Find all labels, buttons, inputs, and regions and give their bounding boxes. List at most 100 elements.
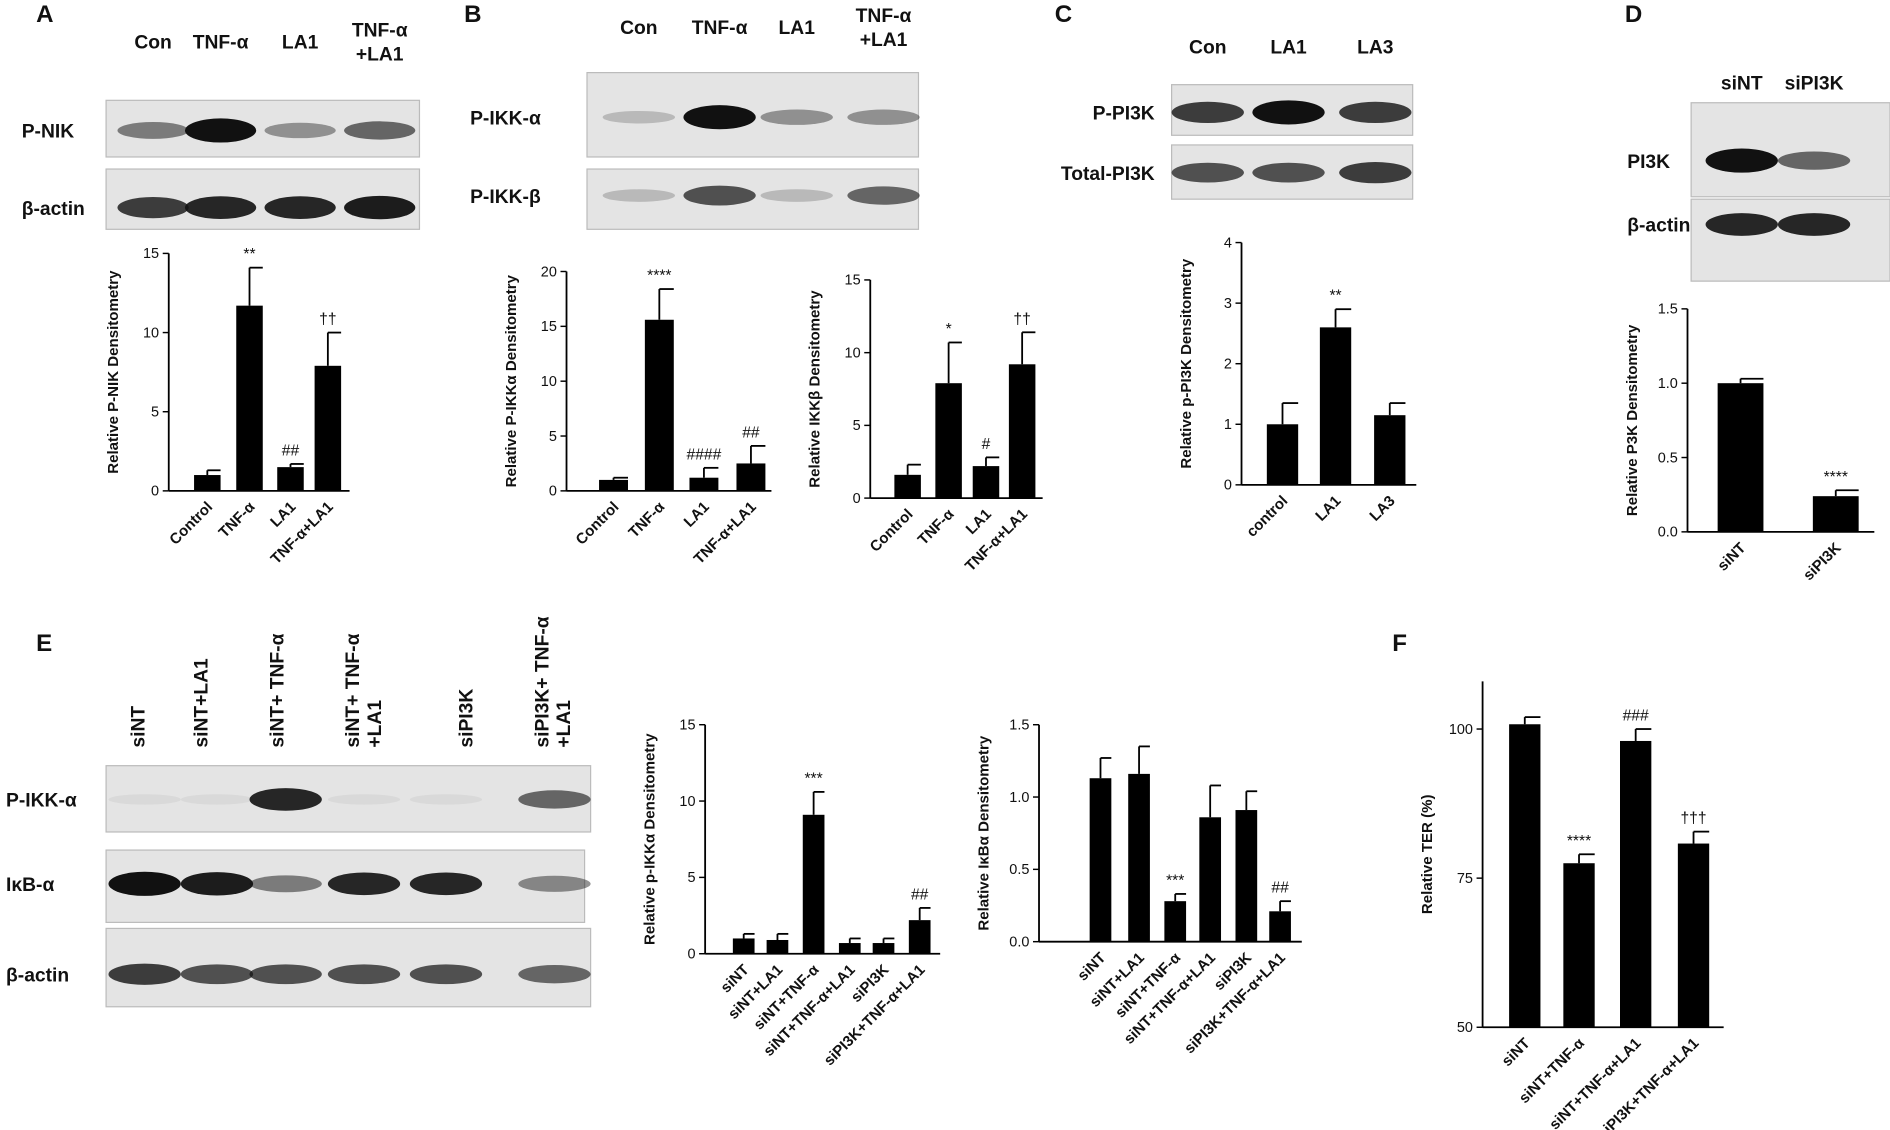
y-tick-label: 0.0 xyxy=(1658,525,1678,541)
significance-label: *** xyxy=(804,770,822,787)
blot-band xyxy=(1777,213,1851,236)
significance-label: ### xyxy=(1623,708,1649,725)
blot-band xyxy=(760,109,833,125)
y-tick-label: 1.5 xyxy=(1658,302,1678,318)
significance-label: ## xyxy=(742,424,760,441)
blot-band xyxy=(327,872,401,896)
blot-band xyxy=(180,872,254,896)
blot-band xyxy=(184,196,257,219)
row-label: IκB-α xyxy=(6,875,54,896)
y-axis-label: Relative TER (%) xyxy=(1419,794,1436,914)
panel-letter: C xyxy=(1055,1,1072,28)
y-tick-label: 0.0 xyxy=(1009,934,1029,950)
y-tick-label: 1.5 xyxy=(1009,718,1029,734)
y-tick-label: 1.0 xyxy=(1009,790,1029,806)
x-tick-label: TNF-α xyxy=(625,498,668,541)
bar xyxy=(194,475,221,491)
panel-letter: F xyxy=(1392,630,1407,657)
y-tick-label: 5 xyxy=(853,418,861,434)
significance-label: # xyxy=(982,436,991,453)
y-axis-label: Relative P3K Densitometry xyxy=(1624,324,1641,516)
x-tick-label: LA1 xyxy=(267,499,299,531)
y-tick-label: 0 xyxy=(151,484,159,500)
bar xyxy=(838,943,861,954)
row-label: β-actin xyxy=(22,199,85,220)
blot-band xyxy=(409,872,483,896)
bar xyxy=(935,383,962,499)
lane-label: +LA1 xyxy=(365,700,386,748)
lane-label: siPI3K xyxy=(1785,73,1844,94)
blot-band xyxy=(518,965,591,984)
blot-band xyxy=(117,197,189,219)
y-tick-label: 0.5 xyxy=(1009,862,1029,878)
y-tick-label: 50 xyxy=(1457,1020,1473,1036)
blot-band xyxy=(1171,162,1244,183)
bar xyxy=(1128,773,1150,942)
x-tick-label: Control xyxy=(867,506,917,556)
row-label: Total-PI3K xyxy=(1061,164,1155,185)
y-tick-label: 5 xyxy=(549,429,557,445)
panel-letter: B xyxy=(464,1,481,28)
lane-label: +LA1 xyxy=(554,700,575,748)
blot-band xyxy=(1252,100,1325,125)
panel-letter: D xyxy=(1625,1,1642,28)
blot-background xyxy=(105,765,592,833)
blot-band xyxy=(409,794,483,805)
x-tick-label: siPI3K+TNF-α+LA1 xyxy=(1595,1035,1703,1130)
significance-label: ## xyxy=(282,443,300,460)
lane-label: LA1 xyxy=(1270,37,1307,58)
lane-label: siNT+ TNF-α xyxy=(343,633,364,747)
y-tick-label: 15 xyxy=(143,246,159,262)
y-tick-label: 15 xyxy=(541,319,557,335)
lane-label: siNT+ TNF-α xyxy=(267,633,288,747)
bar xyxy=(894,474,921,499)
y-tick-label: 100 xyxy=(1449,722,1473,738)
bar xyxy=(1266,424,1299,485)
lane-label: LA1 xyxy=(779,18,816,39)
x-tick-label: LA3 xyxy=(1367,493,1399,525)
significance-label: **** xyxy=(647,268,671,285)
blot-background xyxy=(1690,198,1890,282)
y-tick-label: 1.0 xyxy=(1658,376,1678,392)
y-tick-label: 0.5 xyxy=(1658,450,1678,466)
bar xyxy=(736,463,766,491)
lane-label: +LA1 xyxy=(860,30,908,51)
significance-label: **** xyxy=(1824,469,1848,486)
x-tick-label: TNF-α xyxy=(915,505,958,548)
y-tick-label: 0 xyxy=(1224,478,1232,494)
blot-band xyxy=(327,794,401,805)
bar xyxy=(689,477,719,491)
y-tick-label: 10 xyxy=(143,325,159,341)
y-tick-label: 0 xyxy=(853,491,861,507)
blot-band xyxy=(1705,213,1778,236)
y-tick-label: 0 xyxy=(687,947,695,963)
lane-label: siNT xyxy=(129,706,150,748)
y-tick-label: 3 xyxy=(1224,296,1232,312)
blot-band xyxy=(117,122,189,139)
blot-band xyxy=(108,963,181,985)
x-tick-label: LA1 xyxy=(681,499,713,531)
bar xyxy=(1717,383,1764,532)
bar xyxy=(1269,911,1291,942)
significance-label: †† xyxy=(1013,311,1030,328)
y-tick-label: 15 xyxy=(679,718,695,734)
y-axis-label: Relative IκBα Densitometry xyxy=(975,735,992,931)
blot-band xyxy=(518,790,591,809)
y-tick-label: 75 xyxy=(1457,871,1473,887)
bar xyxy=(314,365,342,491)
lane-label: siPI3K xyxy=(457,689,478,748)
y-tick-label: 10 xyxy=(679,794,695,810)
bar xyxy=(644,319,674,491)
blot-band xyxy=(1339,162,1412,184)
blot-band xyxy=(344,121,416,140)
bar xyxy=(908,920,931,954)
blot-band xyxy=(249,964,322,985)
lane-label: LA3 xyxy=(1357,37,1394,58)
bar xyxy=(277,467,304,491)
row-label: β-actin xyxy=(1627,216,1690,237)
lane-label: Con xyxy=(134,33,171,54)
x-tick-label: LA1 xyxy=(1312,493,1344,525)
blot-band xyxy=(327,964,401,985)
y-tick-label: 5 xyxy=(151,405,159,421)
row-label: P-IKK-α xyxy=(6,791,77,812)
